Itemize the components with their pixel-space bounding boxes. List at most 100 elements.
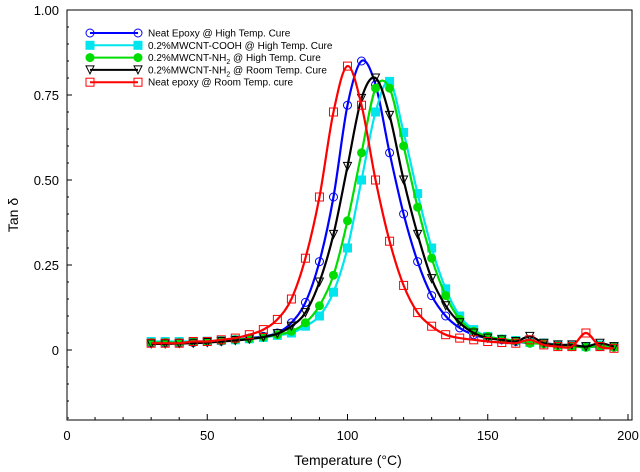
marker-triangle-down <box>609 342 619 352</box>
marker-square <box>160 338 170 348</box>
legend-label: 0.2%MWCNT-COOH @ High Temp. Cure <box>148 41 333 52</box>
marker-triangle-down <box>272 329 283 339</box>
marker-square <box>469 335 479 345</box>
marker-square <box>230 333 240 343</box>
marker-triangle-down <box>426 274 437 284</box>
legend-label: Neat Epoxy @ High Temp. Cure <box>148 29 291 40</box>
marker-circle <box>133 28 143 38</box>
marker-circle <box>441 311 451 321</box>
marker-circle-filled <box>133 53 143 63</box>
marker-square-filled <box>85 40 95 50</box>
marker-square <box>357 100 367 110</box>
marker-triangle-down <box>230 335 241 346</box>
marker-triangle-down <box>525 331 535 342</box>
marker-triangle-down <box>468 328 479 339</box>
y-tick-label: 0.75 <box>34 88 59 103</box>
marker-square <box>371 175 381 185</box>
marker-circle <box>85 28 95 38</box>
marker-circle-filled <box>328 270 338 280</box>
marker-triangle-down <box>482 333 493 344</box>
marker-triangle-down <box>496 335 507 345</box>
marker-square <box>553 342 563 352</box>
y-tick-label: 1.00 <box>34 3 59 18</box>
marker-triangle-down <box>85 65 95 76</box>
marker-square <box>300 253 310 263</box>
marker-square <box>525 335 535 345</box>
series-line <box>151 59 614 348</box>
x-tick-label: 0 <box>63 428 70 443</box>
x-tick-label: 50 <box>200 428 214 443</box>
marker-triangle-down <box>553 340 563 351</box>
marker-square-filled <box>343 243 352 253</box>
marker-square <box>188 337 198 346</box>
marker-circle-filled <box>441 291 451 301</box>
marker-triangle-down <box>398 175 409 186</box>
marker-triangle-down <box>258 332 269 343</box>
marker-square <box>314 192 324 202</box>
marker-square <box>595 342 605 352</box>
y-tick-label: 0 <box>52 343 59 358</box>
marker-square-filled <box>357 175 367 185</box>
series-4 <box>146 61 619 353</box>
x-tick-label: 150 <box>477 428 499 443</box>
x-axis-label: Temperature (°C) <box>294 452 402 468</box>
marker-square <box>133 77 143 87</box>
marker-triangle-down <box>328 229 339 240</box>
marker-triangle-down <box>216 337 227 347</box>
y-axis-label: Tan δ <box>5 198 21 232</box>
marker-square-filled <box>371 107 381 117</box>
marker-circle-filled <box>314 301 324 311</box>
marker-square <box>609 343 619 353</box>
legend-label: Neat epoxy @ Room Temp. cure <box>148 78 293 89</box>
marker-square <box>385 236 395 246</box>
marker-circle-filled <box>85 53 95 63</box>
marker-square <box>413 308 423 318</box>
marker-square-filled <box>133 40 143 50</box>
marker-square <box>258 325 268 335</box>
marker-square <box>567 342 577 352</box>
marker-triangle-down <box>595 338 605 349</box>
marker-square <box>216 335 226 345</box>
marker-square <box>174 338 184 348</box>
marker-square <box>272 314 282 324</box>
marker-square <box>427 321 437 331</box>
marker-square-filled <box>314 311 324 321</box>
marker-square <box>343 61 352 71</box>
marker-triangle-down <box>342 161 353 172</box>
marker-circle <box>314 257 324 267</box>
legend-label: 0.2%MWCNT-NH2 @ Room Temp. Cure <box>148 65 327 78</box>
marker-circle <box>357 56 367 66</box>
marker-circle <box>385 148 395 158</box>
marker-circle-filled <box>399 141 409 151</box>
marker-circle <box>399 209 409 219</box>
marker-square <box>581 328 591 338</box>
plot-area: 0 50 100 150 200 0 0.25 0.50 0.75 1.00 Neat Epoxy … <box>34 3 639 443</box>
marker-square <box>328 107 338 117</box>
marker-square <box>539 340 549 350</box>
marker-square <box>244 330 254 340</box>
marker-circle-filled <box>300 318 310 328</box>
plot-frame <box>66 9 633 421</box>
y-tick-label: 0.50 <box>34 173 59 188</box>
marker-square <box>202 337 212 346</box>
marker-triangle-down <box>454 318 465 328</box>
marker-triangle-down <box>314 277 325 288</box>
marker-triangle-down <box>581 342 591 352</box>
marker-triangle-down <box>412 229 423 240</box>
x-tick-label: 200 <box>617 428 639 443</box>
marker-triangle-down <box>440 301 451 311</box>
marker-square <box>146 338 156 348</box>
marker-circle <box>427 291 437 301</box>
marker-circle <box>343 100 352 110</box>
marker-square <box>483 337 493 346</box>
marker-square <box>497 338 507 348</box>
legend: Neat Epoxy @ High Temp. Cure0.2%MWCNT-CO… <box>85 28 333 89</box>
legend-label: 0.2%MWCNT-NH2 @ High Temp. Cure <box>148 53 321 66</box>
marker-circle <box>413 257 423 267</box>
marker-triangle-down <box>300 308 311 318</box>
marker-square <box>286 294 296 304</box>
marker-triangle-down <box>286 321 297 332</box>
marker-circle-filled <box>371 83 381 93</box>
marker-square <box>85 77 95 87</box>
marker-square <box>455 333 465 343</box>
